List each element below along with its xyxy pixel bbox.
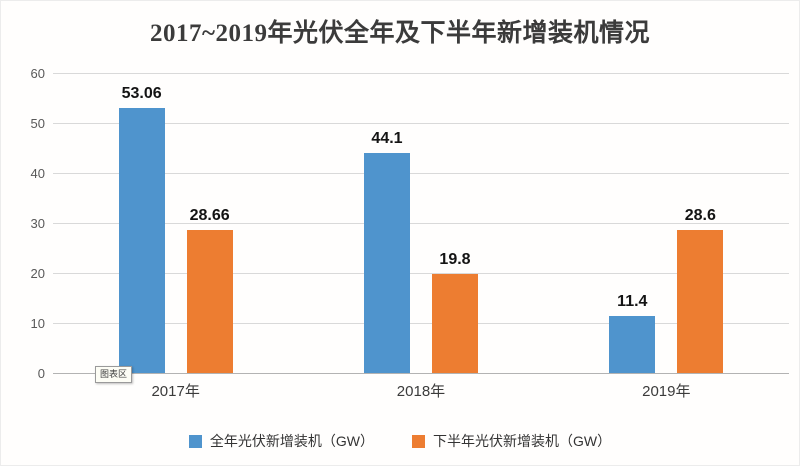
x-axis-label: 2019年 xyxy=(642,383,691,400)
bar-value-label: 44.1 xyxy=(371,129,403,147)
bar-value-label: 11.4 xyxy=(617,293,648,310)
y-tick-label: 30 xyxy=(30,216,45,231)
bar: 44.1 xyxy=(363,130,410,373)
gridline xyxy=(53,223,789,224)
bar-rect xyxy=(677,230,724,373)
chart-title: 2017~2019年光伏全年及下半年新增装机情况 xyxy=(149,20,650,47)
y-tick-label: 50 xyxy=(30,116,45,131)
bar-rect xyxy=(609,316,656,373)
gridline xyxy=(53,73,789,74)
bar-value-label: 53.06 xyxy=(121,84,162,102)
bar: 28.66 xyxy=(186,207,233,373)
legend-label: 下半年光伏新增装机（GW） xyxy=(433,433,612,449)
gridline xyxy=(53,273,789,274)
legend: 全年光伏新增装机（GW） 下半年光伏新增装机（GW） xyxy=(1,431,799,451)
bar-value-label: 28.66 xyxy=(189,206,230,224)
bar-value-label: 28.6 xyxy=(684,207,716,224)
bar: 28.6 xyxy=(677,207,724,373)
bar: 53.06 xyxy=(118,85,165,373)
gridline xyxy=(53,173,789,174)
y-tick-label: 10 xyxy=(30,316,45,332)
bar-rect xyxy=(118,107,165,373)
legend-swatch-icon xyxy=(412,434,425,448)
plot-area: 0 10 20 30 40 50 60 53.06 28.66 44.1 19.8 11.4 28.6 xyxy=(31,66,789,381)
bar: 11.4 xyxy=(609,293,656,373)
chart-area-tooltip: 图表区 xyxy=(95,366,133,383)
bar-group: 53.06 28.66 xyxy=(53,73,298,373)
x-axis-label: 2018年 xyxy=(396,383,446,400)
legend-item: 全年光伏新增装机（GW） xyxy=(188,431,374,451)
legend-item: 下半年光伏新增装机（GW） xyxy=(412,431,611,451)
gridline xyxy=(53,323,789,324)
bar-value-label: 19.8 xyxy=(439,251,471,268)
bar-rect xyxy=(186,229,233,373)
legend-label: 全年光伏新增装机（GW） xyxy=(209,433,374,449)
x-axis-label: 2017年 xyxy=(151,383,200,400)
bar-group: 11.4 28.6 xyxy=(544,73,789,373)
bar-groups: 53.06 28.66 44.1 19.8 11.4 28.6 xyxy=(53,73,789,373)
y-tick-label: 40 xyxy=(30,166,45,182)
bar-rect xyxy=(431,274,478,373)
y-tick-label: 0 xyxy=(37,366,45,381)
legend-swatch-icon xyxy=(188,434,202,448)
bar-rect xyxy=(363,152,410,373)
y-tick-label: 60 xyxy=(30,66,45,81)
gridline xyxy=(53,123,789,124)
bar-group: 44.1 19.8 xyxy=(298,73,543,373)
y-tick-label: 20 xyxy=(30,266,45,282)
bar: 19.8 xyxy=(431,251,478,373)
x-axis-labels: 2017年 2018年 2019年 xyxy=(53,380,789,401)
